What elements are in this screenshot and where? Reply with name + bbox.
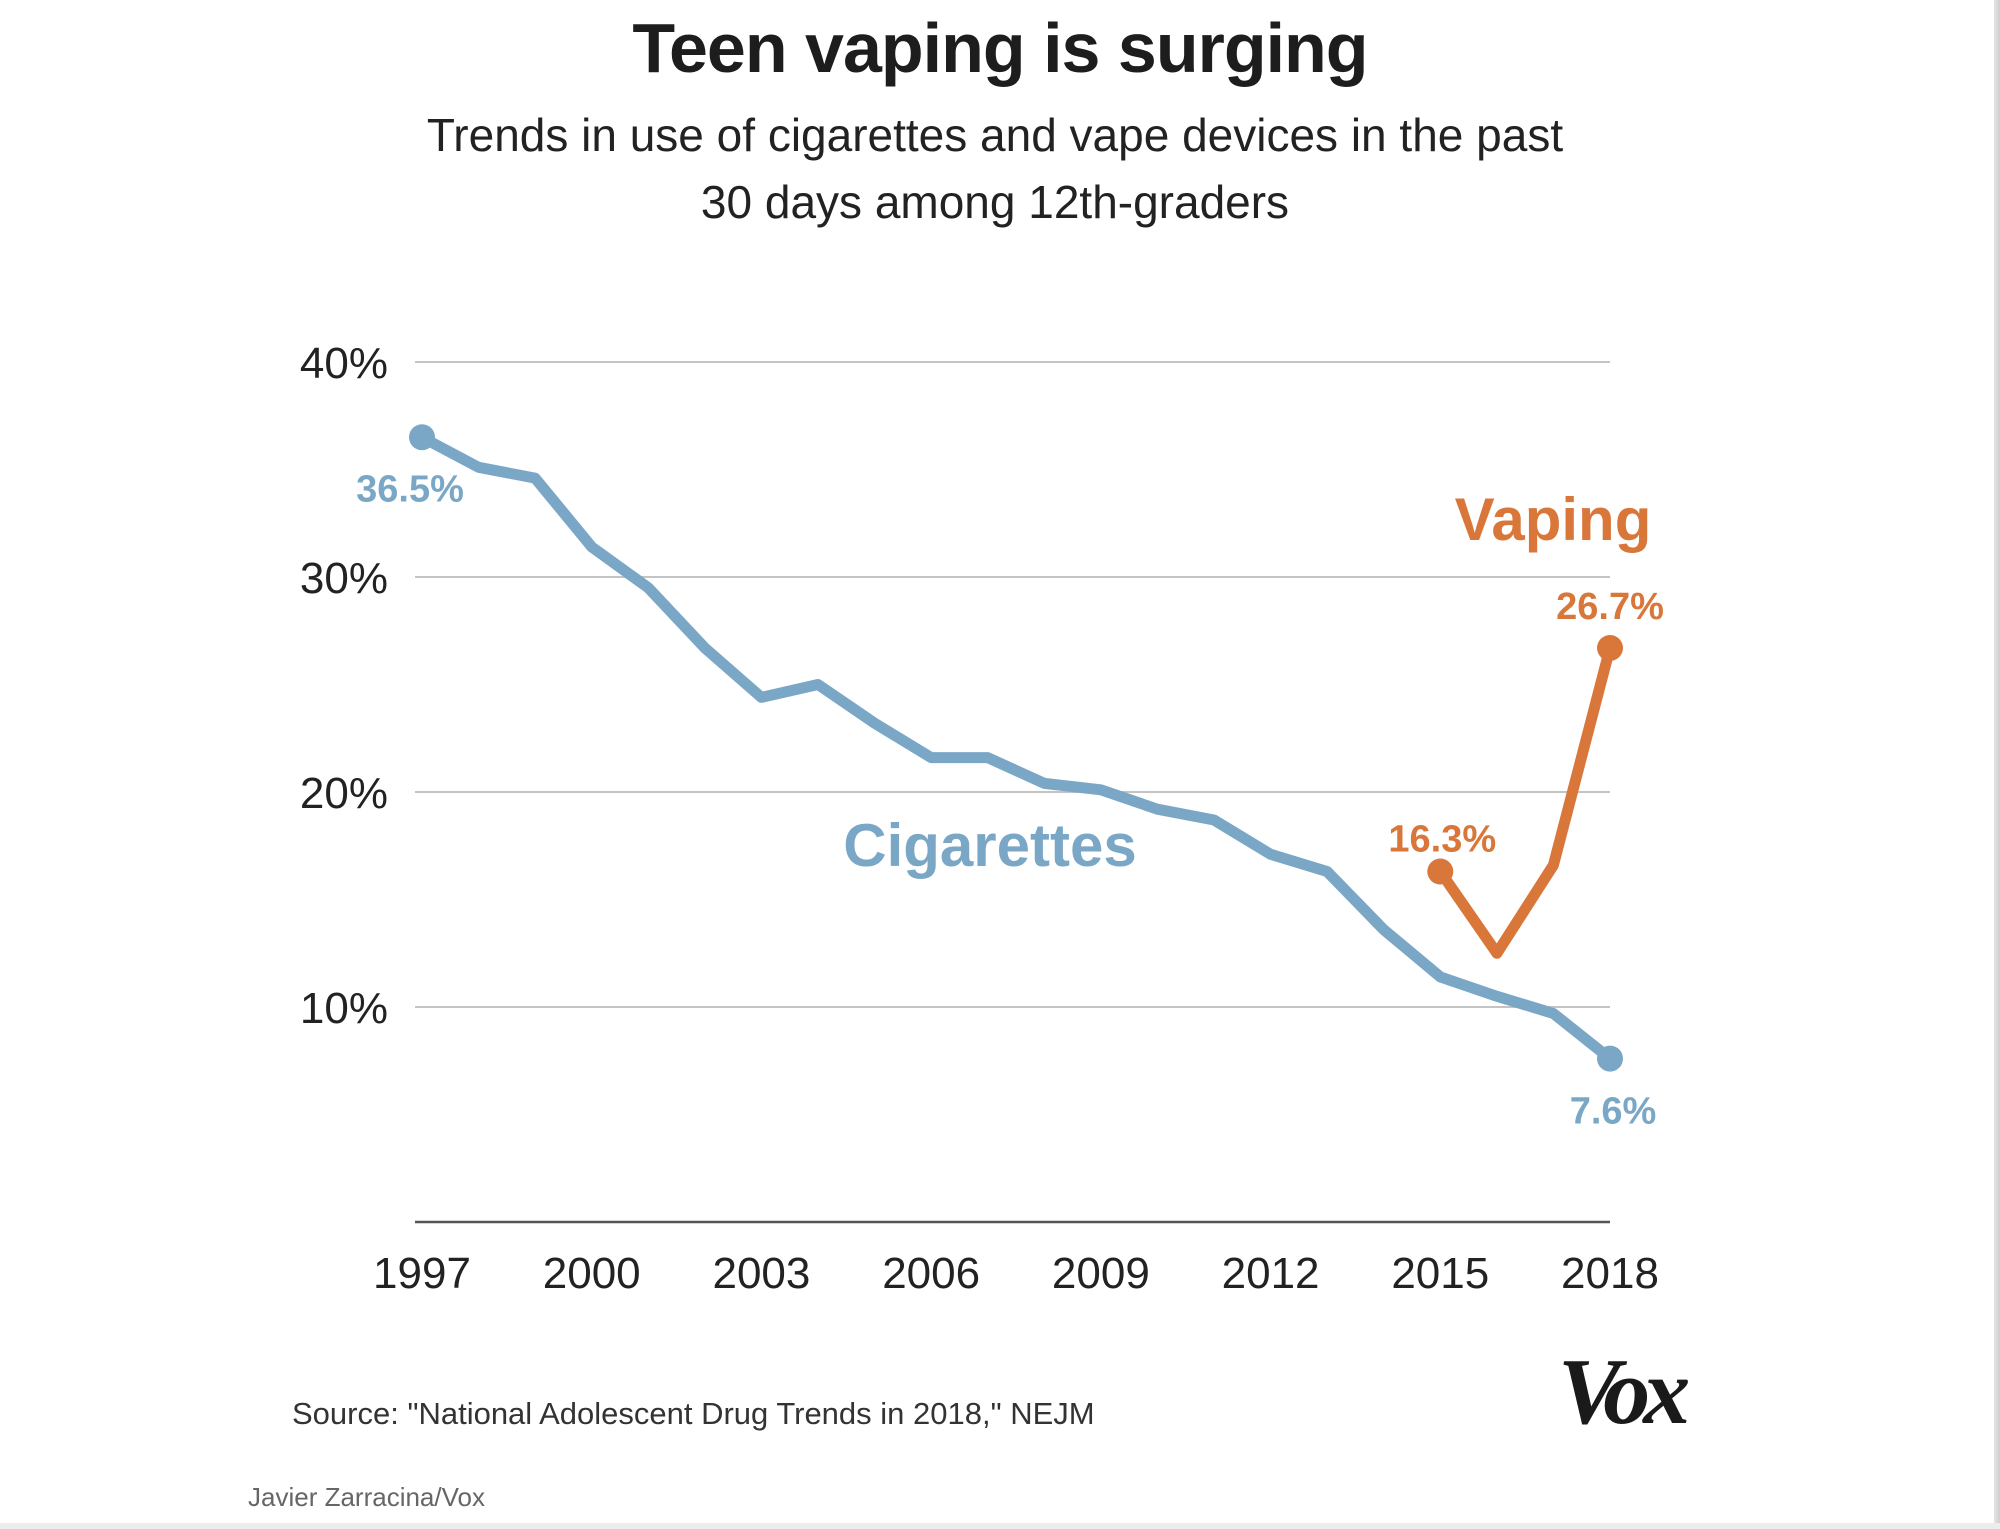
cigarettes-point: [1597, 1046, 1623, 1072]
line-chart: 10% 20% 30% 40% 1997 2000 2003 2006 2009 2012 2015…: [0, 0, 2000, 1380]
x-tick-label: 2000: [543, 1249, 641, 1298]
y-tick-label: 40%: [300, 339, 388, 388]
credit-note: Javier Zarracina/Vox: [248, 1482, 485, 1513]
bottom-border: [0, 1523, 2000, 1529]
data-label: 26.7%: [1556, 586, 1664, 628]
y-tick-label: 30%: [300, 554, 388, 603]
right-border: [1994, 0, 2000, 1529]
x-tick-label: 2012: [1222, 1249, 1320, 1298]
vaping-line: [1440, 648, 1610, 953]
source-note: Source: "National Adolescent Drug Trends…: [292, 1396, 1095, 1432]
y-tick-label: 20%: [300, 769, 388, 818]
cigarettes-point: [409, 424, 435, 450]
chart-figure: Teen vaping is surging Trends in use of …: [0, 0, 2000, 1529]
data-label: 7.6%: [1570, 1091, 1657, 1133]
x-tick-label: 2015: [1391, 1249, 1489, 1298]
vaping-point: [1597, 635, 1623, 661]
x-tick-label: 2003: [712, 1249, 810, 1298]
vox-logo: Vox: [1558, 1338, 1683, 1446]
vaping-series-label: Vaping: [1455, 486, 1652, 553]
x-tick-label: 2009: [1052, 1249, 1150, 1298]
data-label: 36.5%: [356, 468, 464, 510]
cigarettes-series-label: Cigarettes: [843, 812, 1136, 879]
y-tick-label: 10%: [300, 984, 388, 1033]
x-tick-label: 2006: [882, 1249, 980, 1298]
data-label: 16.3%: [1388, 819, 1496, 861]
cigarettes-line: [422, 437, 1610, 1058]
x-tick-label: 2018: [1561, 1249, 1659, 1298]
x-tick-label: 1997: [373, 1249, 471, 1298]
vaping-point: [1427, 859, 1453, 885]
